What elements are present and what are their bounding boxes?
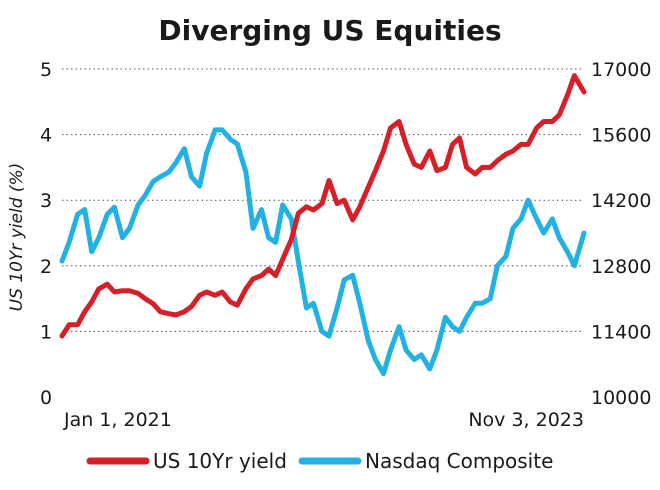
x-end-label: Nov 3, 2023 bbox=[468, 409, 584, 431]
left-tick-label: 1 bbox=[40, 321, 52, 343]
x-start-label: Jan 1, 2021 bbox=[63, 409, 172, 431]
legend-label-yield: US 10Yr yield bbox=[153, 449, 287, 473]
left-tick-label: 0 bbox=[40, 387, 52, 409]
series-line-nasdaq bbox=[59, 127, 587, 377]
right-axis-ticks: 10000 11400 12800 14200 15600 17000 bbox=[591, 59, 651, 409]
right-tick-label: 14200 bbox=[591, 190, 651, 212]
y-axis-label-left: US 10Yr yield (%) bbox=[7, 163, 27, 312]
series-lines bbox=[59, 73, 587, 377]
right-tick-label: 12800 bbox=[591, 256, 651, 278]
right-tick-label: 10000 bbox=[591, 387, 651, 409]
series-line-yield bbox=[59, 73, 587, 339]
right-tick-label: 17000 bbox=[591, 59, 651, 81]
legend: US 10Yr yield Nasdaq Composite bbox=[86, 449, 553, 473]
left-tick-label: 4 bbox=[40, 125, 52, 147]
left-axis-ticks: 0 1 2 3 4 5 bbox=[40, 59, 52, 409]
right-tick-label: 15600 bbox=[591, 125, 651, 147]
left-tick-label: 5 bbox=[40, 59, 52, 81]
right-tick-label: 11400 bbox=[591, 321, 651, 343]
left-tick-label: 2 bbox=[40, 256, 52, 278]
chart-title: Diverging US Equities bbox=[158, 14, 501, 47]
legend-label-nasdaq: Nasdaq Composite bbox=[365, 449, 553, 473]
left-tick-label: 3 bbox=[40, 190, 52, 212]
